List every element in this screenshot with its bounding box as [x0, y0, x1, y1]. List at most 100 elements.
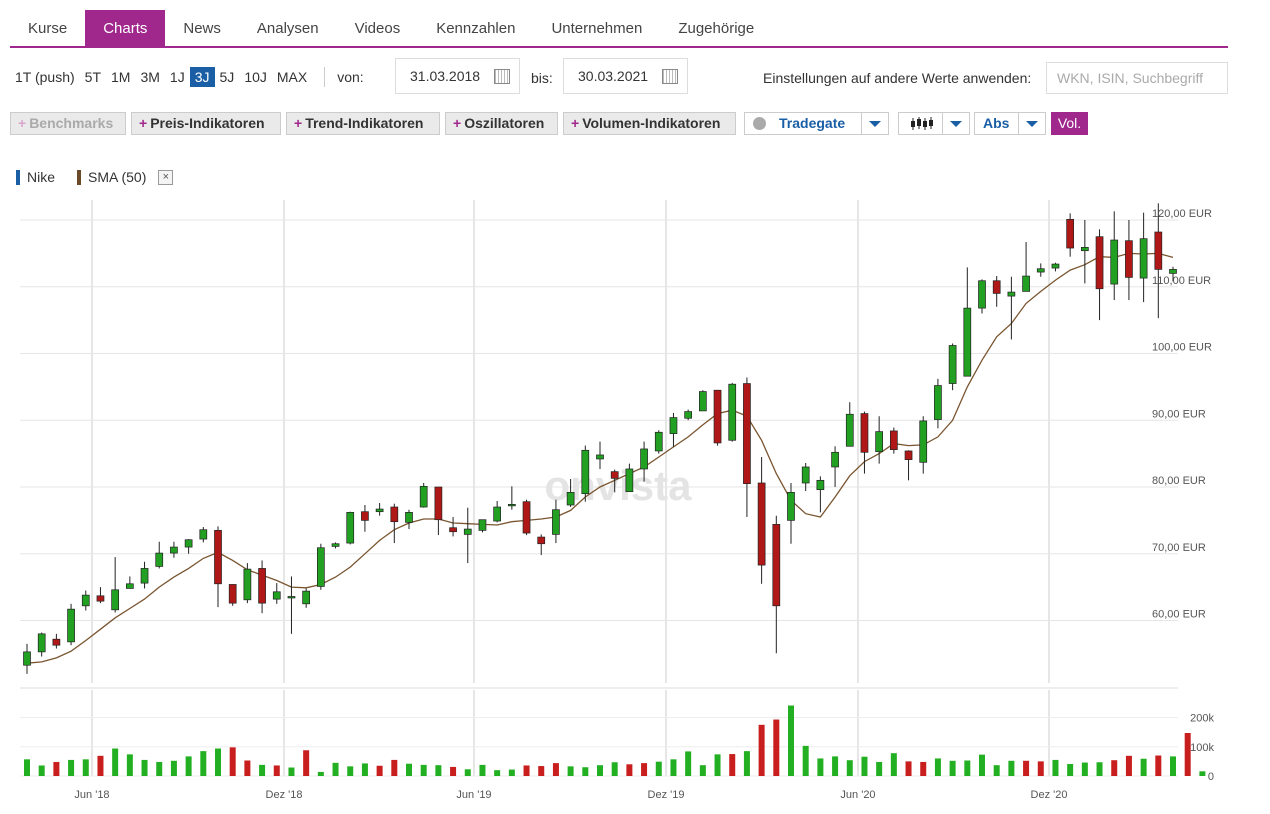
volume-bar: [38, 765, 45, 776]
oszillatoren-button[interactable]: + Oszillatoren: [445, 112, 558, 135]
volume-bar: [582, 767, 589, 776]
volume-bar: [729, 754, 736, 776]
volume-bar: [376, 765, 383, 776]
candle: [155, 541, 164, 569]
candle: [919, 416, 928, 474]
candle-body: [52, 638, 61, 646]
candle-body: [713, 389, 722, 444]
date-tick-label: Dez '18: [266, 789, 303, 801]
candle: [654, 430, 663, 454]
candle: [67, 603, 75, 646]
volume-bar: [1170, 756, 1176, 776]
tab-zugehoerige[interactable]: Zugehörige: [678, 20, 755, 37]
volume-bar: [82, 759, 89, 776]
tab-videos[interactable]: Videos: [354, 20, 401, 37]
candle: [522, 499, 531, 536]
date-tick-label: Jun '20: [840, 789, 875, 801]
volume-bar: [1037, 761, 1044, 776]
candle: [375, 503, 384, 516]
candle-body: [728, 383, 737, 441]
volume-toggle-button[interactable]: Vol.: [1051, 112, 1088, 135]
chevron-down-icon[interactable]: [861, 113, 888, 134]
range-5j[interactable]: 5J: [219, 69, 235, 85]
range-1m[interactable]: 1M: [111, 69, 131, 85]
volume-bar: [200, 751, 207, 776]
plus-icon: +: [294, 115, 303, 131]
scale-dropdown[interactable]: Abs: [974, 112, 1046, 135]
date-from-input[interactable]: 31.03.2018: [395, 58, 520, 94]
tab-kurse[interactable]: Kurse: [28, 20, 68, 37]
candle-body: [904, 450, 913, 460]
range-1t-push[interactable]: 1T (push): [15, 69, 75, 85]
remove-sma-icon[interactable]: ×: [158, 169, 174, 185]
volume-bar: [861, 756, 868, 776]
candle-body: [654, 431, 663, 452]
plus-icon: +: [139, 115, 148, 131]
candle: [96, 587, 105, 604]
preis-indikatoren-button[interactable]: + Preis-Indikatoren: [131, 112, 281, 135]
range-10j[interactable]: 10J: [244, 69, 267, 85]
candle-body: [757, 482, 766, 566]
exchange-dropdown[interactable]: Tradegate: [744, 112, 889, 135]
search-input[interactable]: [1046, 62, 1228, 94]
volume-bar: [406, 763, 412, 776]
candle: [698, 390, 707, 412]
candle-body: [625, 468, 634, 493]
trend-indikatoren-label: Trend-Indikatoren: [305, 115, 424, 131]
trend-indikatoren-button[interactable]: + Trend-Indikatoren: [286, 112, 440, 135]
tab-unternehmen[interactable]: Unternehmen: [551, 20, 643, 37]
range-max[interactable]: MAX: [276, 69, 308, 85]
date-to-input[interactable]: 30.03.2021: [563, 58, 688, 94]
tab-charts[interactable]: Charts: [85, 10, 166, 46]
benchmarks-label: Benchmarks: [29, 115, 114, 131]
candle: [111, 557, 120, 613]
chart-type-dropdown[interactable]: [898, 112, 970, 135]
candle: [860, 411, 869, 474]
tab-kennzahlen[interactable]: Kennzahlen: [436, 20, 516, 37]
candle-body: [963, 307, 972, 377]
volume-bar: [479, 764, 486, 776]
volume-bar: [215, 748, 221, 776]
range-3m[interactable]: 3M: [140, 69, 160, 85]
chevron-down-icon[interactable]: [1018, 113, 1045, 134]
range-5t[interactable]: 5T: [84, 69, 102, 85]
calendar-icon[interactable]: [662, 69, 678, 84]
candle: [787, 482, 795, 544]
range-3j[interactable]: 3J: [189, 67, 215, 87]
volume-bar: [126, 754, 133, 776]
date-from-label: von:: [337, 69, 364, 85]
preis-indikatoren-label: Preis-Indikatoren: [150, 115, 265, 131]
candle: [963, 267, 972, 377]
candle-body: [1066, 218, 1075, 249]
volumen-indikatoren-button[interactable]: + Volumen-Indikatoren: [563, 112, 736, 135]
calendar-icon[interactable]: [494, 69, 510, 84]
volume-bar: [259, 764, 266, 776]
volume-bar: [347, 766, 354, 776]
candle-body: [243, 568, 252, 601]
volume-bar: [743, 751, 750, 776]
candle-body: [96, 595, 105, 602]
range-1j[interactable]: 1J: [169, 69, 185, 85]
volumen-indikatoren-label: Volumen-Indikatoren: [582, 115, 721, 131]
volume-bar: [714, 754, 721, 776]
candle: [287, 576, 296, 634]
chevron-down-icon[interactable]: [942, 113, 969, 134]
candle-body: [919, 420, 928, 463]
candle: [669, 412, 678, 447]
candle-body: [1095, 236, 1104, 290]
candle: [1139, 212, 1148, 303]
candle-body: [434, 486, 443, 521]
watermark: onvista: [544, 462, 692, 509]
volume-bar: [773, 719, 780, 776]
tab-analysen[interactable]: Analysen: [256, 20, 319, 37]
candle: [889, 427, 898, 454]
candle-body: [67, 608, 75, 643]
tab-news[interactable]: News: [183, 20, 221, 37]
benchmarks-button[interactable]: + Benchmarks: [10, 112, 126, 135]
volume-tick-label: 0: [1208, 771, 1214, 783]
candle-body: [184, 539, 193, 548]
volume-bar: [685, 751, 692, 776]
candle: [390, 503, 399, 544]
candle-body: [23, 651, 31, 666]
candle: [331, 542, 340, 549]
